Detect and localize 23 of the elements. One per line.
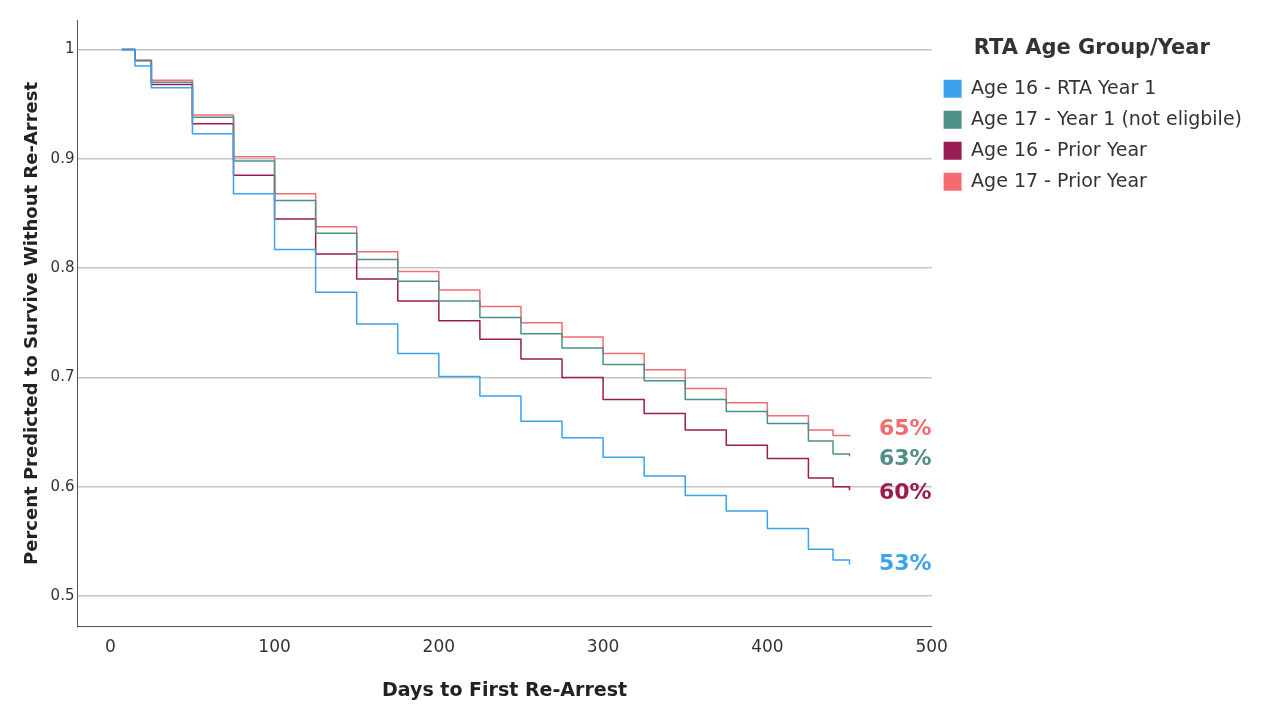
y-tick-label: 1 — [64, 39, 75, 58]
y-tick-label: 0.8 — [50, 258, 75, 277]
data-label: 60% — [878, 479, 932, 505]
data-label: 53% — [878, 550, 932, 576]
legend-label: Age 16 - Prior Year — [971, 137, 1148, 160]
y-tick-label: 0.5 — [50, 586, 75, 605]
x-axis-title: Days to First Re-Arrest — [382, 677, 628, 700]
legend-label: Age 17 - Year 1 (not eligbile) — [971, 106, 1242, 129]
x-tick-label: 500 — [915, 636, 948, 657]
y-tick-label: 0.7 — [50, 367, 75, 386]
x-tick-label: 100 — [258, 636, 291, 657]
x-tick-label: 300 — [586, 636, 620, 657]
data-label: 65% — [878, 415, 932, 441]
y-tick-label: 0.9 — [50, 148, 75, 167]
legend-label: Age 16 - RTA Year 1 — [971, 75, 1157, 98]
data-label: 63% — [878, 445, 932, 471]
x-tick-label: 0 — [104, 636, 116, 657]
y-axis-title: Percent Predicted to Survive Without Re-Arrest — [20, 81, 42, 565]
x-tick-label: 400 — [751, 636, 784, 657]
y-tick-label: 0.6 — [50, 476, 75, 495]
legend-title: RTA Age Group/Year — [973, 34, 1211, 59]
legend-label: Age 17 - Prior Year — [971, 168, 1148, 191]
x-tick-label: 200 — [422, 636, 456, 657]
